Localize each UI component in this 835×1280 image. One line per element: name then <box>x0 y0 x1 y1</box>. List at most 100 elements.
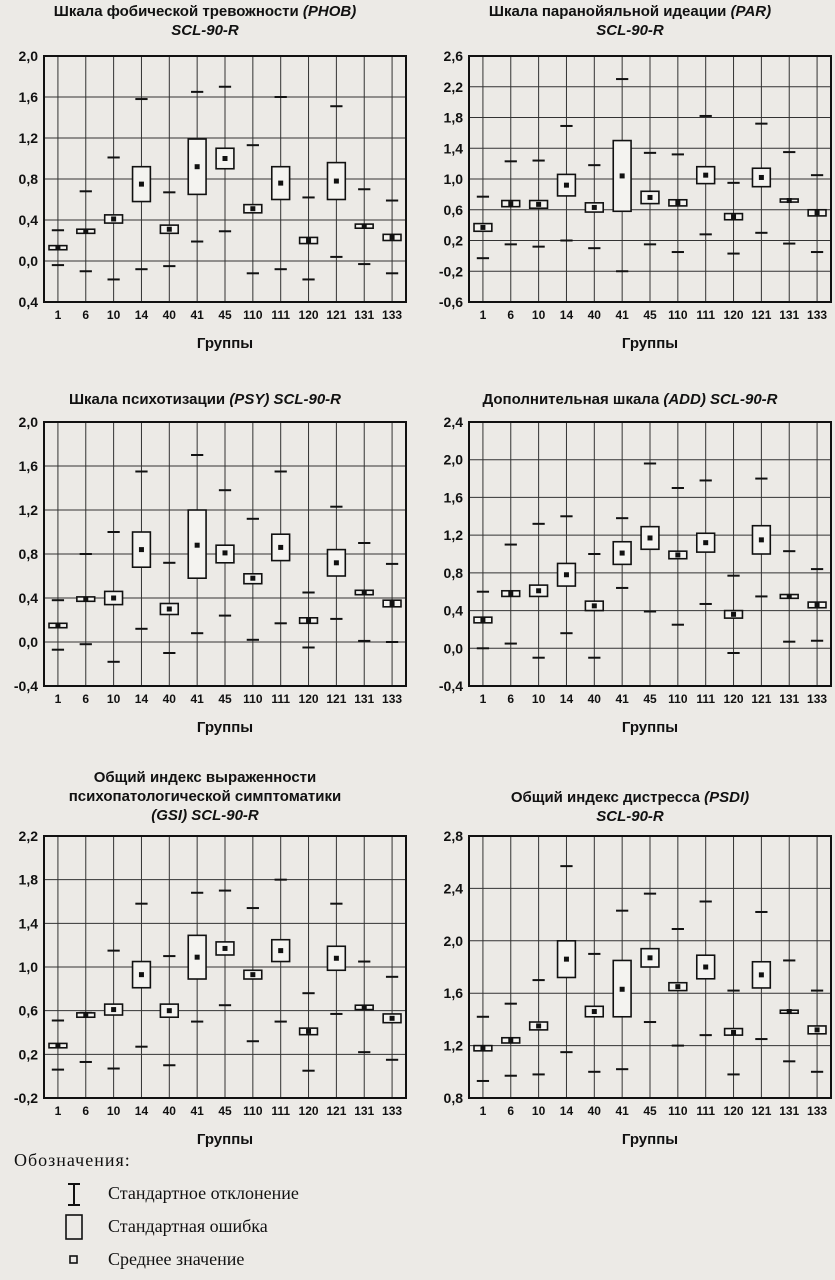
chart-title-line1: Шкала фобической тревожности (PHOB) <box>53 3 357 20</box>
box-133 <box>382 199 402 275</box>
x-tick-label: 41 <box>615 308 629 322</box>
std-error-box-icon <box>54 1212 94 1242</box>
y-tick-label: 2,0 <box>19 414 39 430</box>
y-tick-label: 1,6 <box>444 489 464 505</box>
box-131 <box>354 188 374 266</box>
box-6 <box>76 190 96 273</box>
mean-point <box>222 945 228 951</box>
x-axis-label: Группы <box>197 1131 253 1148</box>
mean-point <box>591 603 597 609</box>
grid <box>44 835 406 1099</box>
box-40 <box>159 191 180 268</box>
mean-point <box>591 204 597 210</box>
box-110 <box>668 928 688 1047</box>
mean-point <box>563 572 569 578</box>
x-tick-label: 6 <box>82 1104 89 1118</box>
mean-point <box>306 1028 312 1034</box>
y-tick-label: 0,8 <box>444 1090 464 1106</box>
box-120 <box>298 591 319 649</box>
mean-point <box>480 1045 486 1051</box>
mean-point <box>619 550 625 556</box>
x-tick-label: 40 <box>163 308 177 322</box>
box-14 <box>131 902 152 1048</box>
x-tick-label: 14 <box>135 692 149 706</box>
y-tick-label: 0,4 <box>444 603 464 619</box>
mean-point <box>166 226 172 232</box>
x-tick-label: 45 <box>643 308 657 322</box>
x-tick-label: 14 <box>560 308 574 322</box>
box-121 <box>326 105 347 258</box>
legend-row-se: Стандартная ошибка <box>14 1210 514 1243</box>
box-41 <box>612 909 632 1071</box>
mean-point <box>647 955 653 961</box>
y-tick-label: 2,4 <box>444 880 464 896</box>
box-41 <box>612 517 632 589</box>
box-10 <box>528 979 549 1076</box>
box-133 <box>382 975 402 1061</box>
mean-point <box>758 174 764 180</box>
mean-point <box>786 593 792 599</box>
legend-mean-label: Среднее значение <box>108 1249 245 1269</box>
box-14 <box>556 865 577 1054</box>
x-tick-label: 6 <box>82 308 89 322</box>
box-110 <box>243 517 263 641</box>
y-tick-label: -0,2 <box>439 263 463 279</box>
chart-title-line1: Общий индекс дистресса (PSDI) <box>510 789 750 806</box>
box-120 <box>723 181 744 255</box>
chart-title: Общий индекс выраженности психопатологич… <box>0 768 410 825</box>
mean-point <box>675 984 681 990</box>
mean-point <box>250 206 256 212</box>
box-45 <box>640 462 660 613</box>
box-110 <box>243 144 263 275</box>
y-tick-label: 2,0 <box>444 933 464 949</box>
x-tick-label: 111 <box>271 308 290 322</box>
y-tick-label: 2,4 <box>444 414 464 430</box>
mean-point <box>389 601 395 606</box>
x-tick-label: 111 <box>696 1104 715 1118</box>
x-tick-label: 41 <box>190 308 204 322</box>
mean-point <box>306 238 312 243</box>
boxplot-chart-psy: -0,4 0,0 0,4 0,8 1,2 1,6 2,0 1 6 10 14 40 41 45 110 111… <box>14 414 407 736</box>
x-tick-label: 110 <box>243 692 263 706</box>
y-tick-label: 0,2 <box>444 233 464 249</box>
chart-title-line1: Общий индекс выраженности <box>93 769 317 786</box>
mean-point <box>55 245 61 251</box>
mean-point <box>333 178 339 184</box>
box-133 <box>807 989 827 1073</box>
x-tick-label: 131 <box>779 692 799 706</box>
box-120 <box>723 989 744 1076</box>
mean-point <box>278 180 284 186</box>
box-110 <box>668 487 688 626</box>
x-axis-label: Группы <box>622 1131 678 1148</box>
chart-title-line2: SCL-90-R <box>596 808 664 825</box>
y-tick-label: 1,2 <box>444 1038 464 1054</box>
x-tick-label: 1 <box>55 1104 62 1118</box>
x-tick-label: 40 <box>163 692 177 706</box>
box-120 <box>298 992 319 1072</box>
y-tick-label: 1,2 <box>19 130 39 146</box>
x-tick-label: 120 <box>299 1104 319 1118</box>
x-tick-label: 40 <box>163 1104 177 1118</box>
box-40 <box>159 561 180 654</box>
legend-sd-label: Стандартное отклонение <box>108 1183 299 1203</box>
plot-frame <box>43 835 407 1099</box>
mean-point <box>508 201 514 207</box>
y-tick-label: 1,8 <box>19 872 39 888</box>
box-121 <box>751 910 772 1041</box>
mean-point <box>731 214 737 220</box>
y-tick-label: 0,8 <box>444 565 464 581</box>
mean-point <box>480 617 486 623</box>
box-131 <box>354 960 374 1054</box>
chart-title-line2: психопатологической симптоматики <box>68 788 342 805</box>
mean-point <box>786 198 792 204</box>
x-tick-label: 111 <box>696 692 715 706</box>
chart-title-line1: Шкала психотизации (PSY) SCL-90-R <box>68 391 342 408</box>
y-tick-label: 2,2 <box>19 828 39 844</box>
x-tick-label: 120 <box>724 692 744 706</box>
box-14 <box>556 124 577 242</box>
x-tick-label: 1 <box>480 1104 487 1118</box>
mean-point <box>536 588 542 594</box>
box-41 <box>187 891 207 1023</box>
x-axis-label: Группы <box>622 335 678 352</box>
mean-point <box>536 201 542 207</box>
